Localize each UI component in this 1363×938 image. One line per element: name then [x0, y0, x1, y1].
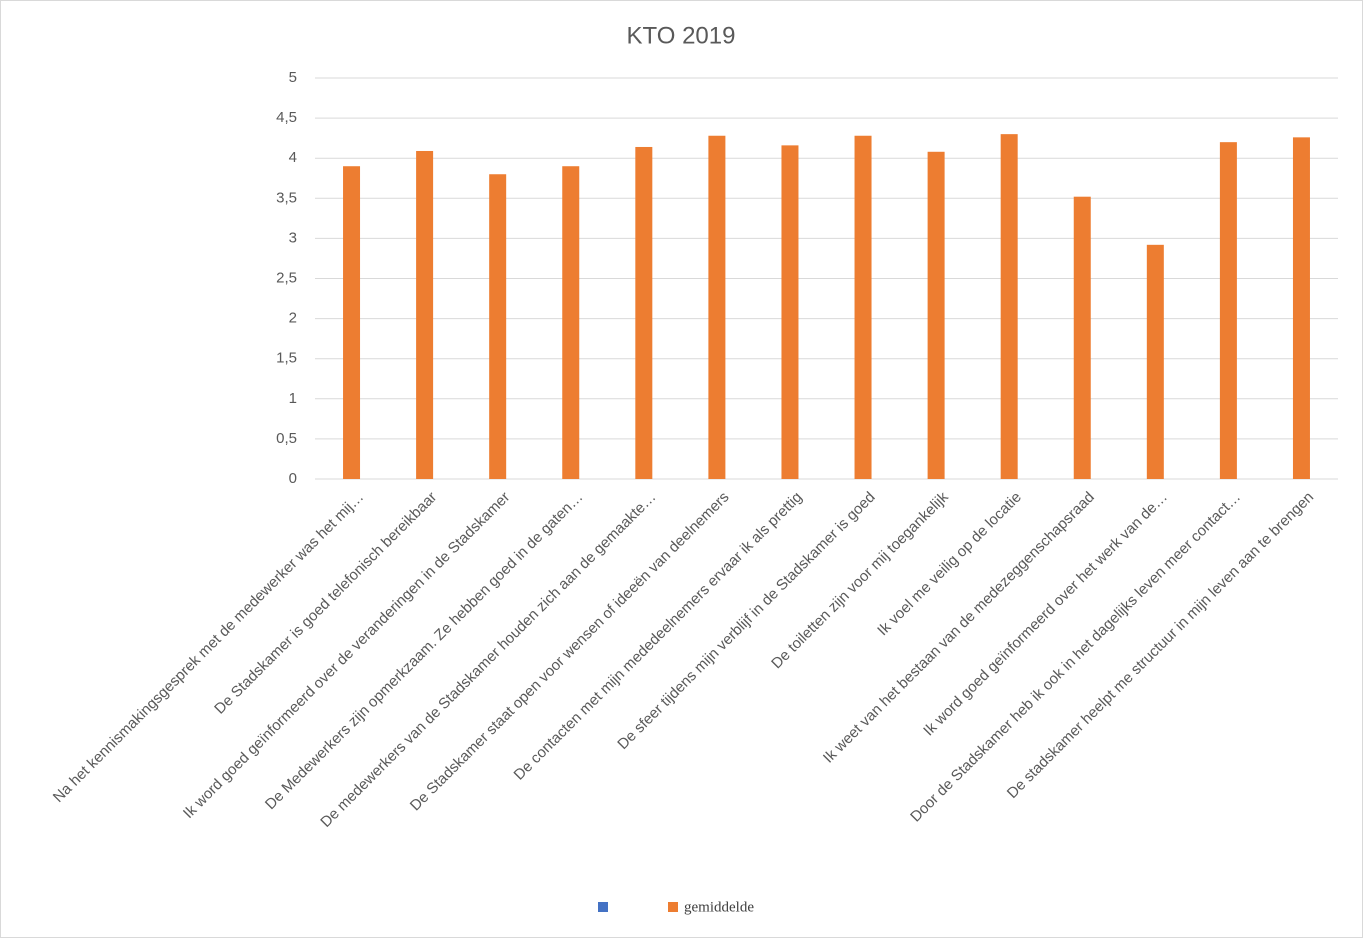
bar	[562, 166, 580, 479]
y-tick-label: 4,5	[276, 109, 297, 126]
y-tick-label: 0	[289, 470, 297, 487]
legend-swatch	[598, 902, 608, 912]
bar	[1073, 196, 1091, 480]
y-tick-label: 1	[289, 390, 297, 407]
bar	[1146, 244, 1164, 479]
bar	[416, 150, 434, 479]
y-tick-label: 2	[289, 310, 297, 327]
y-tick-label: 5	[289, 69, 297, 86]
y-tick-label: 2,5	[276, 269, 297, 286]
y-tick-label: 1,5	[276, 350, 297, 367]
bar	[708, 135, 726, 479]
y-tick-label: 3	[289, 229, 297, 246]
bar	[343, 166, 361, 479]
bar	[1292, 137, 1310, 479]
y-tick-label: 4	[289, 149, 297, 166]
legend-swatch	[668, 902, 678, 912]
y-tick-label: 3,5	[276, 189, 297, 206]
chart-title: KTO 2019	[627, 22, 736, 49]
bar	[1000, 134, 1018, 479]
bar	[1219, 142, 1237, 479]
legend-label: gemiddelde	[684, 899, 754, 915]
bar	[927, 151, 945, 479]
bar	[854, 135, 872, 479]
y-tick-label: 0,5	[276, 430, 297, 447]
bar	[635, 146, 653, 480]
bar	[489, 174, 507, 480]
bar	[781, 145, 799, 480]
